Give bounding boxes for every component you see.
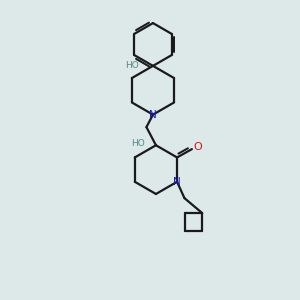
Text: N: N [173,177,181,187]
Text: N: N [149,110,157,120]
Text: HO: HO [130,139,144,148]
Text: HO: HO [125,61,138,70]
Text: O: O [193,142,202,152]
